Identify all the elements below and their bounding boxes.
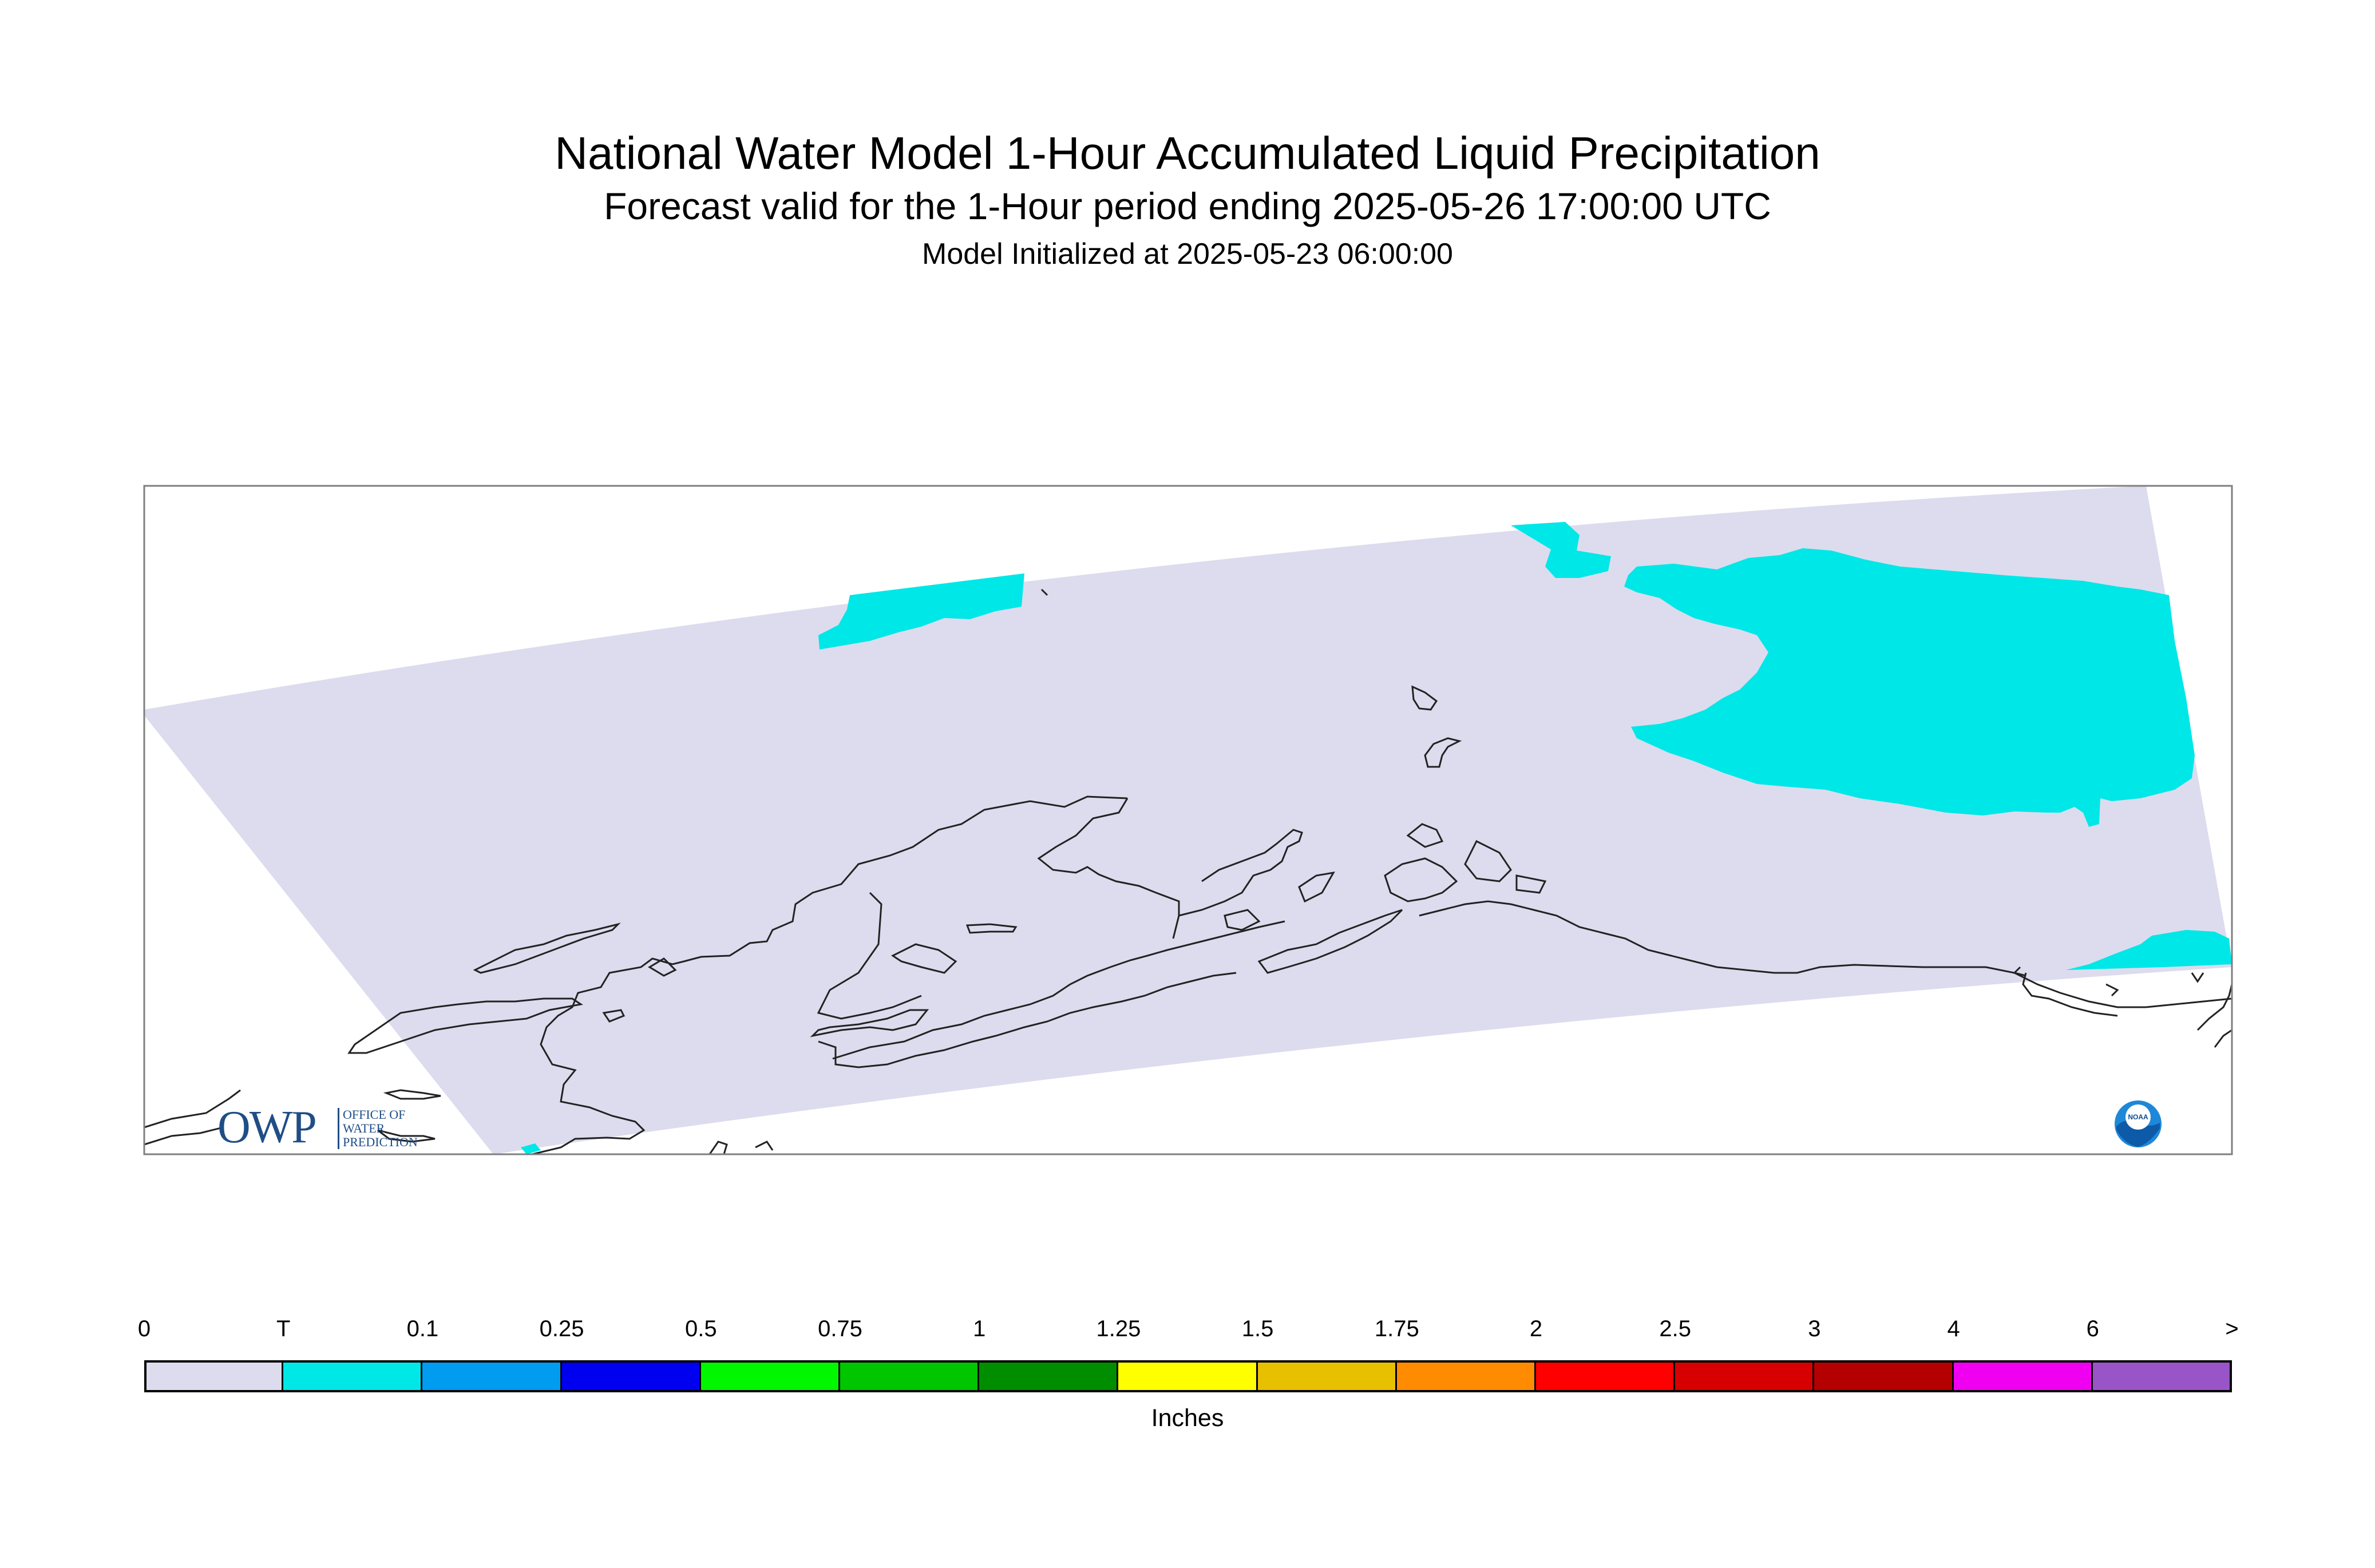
legend-swatch — [840, 1360, 980, 1392]
legend-tick-label: > — [2225, 1316, 2239, 1341]
legend-swatch — [1675, 1360, 1815, 1392]
map-frame — [143, 485, 2233, 1155]
legend-swatch — [283, 1360, 423, 1392]
legend-swatch — [1953, 1360, 2093, 1392]
legend-tick-label: 0 — [137, 1316, 151, 1341]
legend-swatch — [1118, 1360, 1258, 1392]
owp-logo-line-1: Office of — [343, 1107, 406, 1122]
page-title: National Water Model 1-Hour Accumulated … — [555, 128, 1820, 179]
owp-logo-line-3: Prediction — [343, 1135, 418, 1149]
legend-swatch — [1396, 1360, 1536, 1392]
model-domain-area — [144, 486, 2232, 1154]
legend-tick-label: 1.25 — [1096, 1316, 1141, 1341]
legend-tick-label: 2.5 — [1659, 1316, 1691, 1341]
legend-tick-label: 1.5 — [1241, 1316, 1274, 1341]
legend-swatch — [1814, 1360, 1954, 1392]
legend-tick-label: 6 — [2086, 1316, 2099, 1341]
legend-swatch — [700, 1360, 840, 1392]
legend-swatch — [561, 1360, 701, 1392]
precip-area-southeast-edge — [2066, 930, 2232, 970]
legend-tick-label: 3 — [1808, 1316, 1821, 1341]
legend-tick-label: 0.5 — [684, 1316, 717, 1341]
noaa-logo-text: NOAA — [2128, 1113, 2148, 1121]
legend-swatch — [979, 1360, 1119, 1392]
legend-tick-label: T — [276, 1316, 291, 1341]
precip-area-south-edge — [521, 1143, 541, 1154]
legend-tick-label: 1.75 — [1374, 1316, 1419, 1341]
legend-tick-label: 4 — [1947, 1316, 1960, 1341]
owp-logo-line-2: Water — [343, 1121, 385, 1135]
legend-swatch — [144, 1360, 284, 1392]
forecast-valid-subtitle: Forecast valid for the 1-Hour period end… — [604, 185, 1771, 227]
legend-swatch — [1257, 1360, 1397, 1392]
owp-logo: OWP Office of Water Prediction — [217, 1102, 418, 1153]
legend-tick-label: 0.1 — [406, 1316, 439, 1341]
noaa-logo: NOAA — [2115, 1100, 2162, 1147]
legend-tick-label: 0.75 — [818, 1316, 862, 1341]
precip-area-northeast-small — [1511, 522, 1611, 578]
legend-tick-label: 0.25 — [539, 1316, 584, 1341]
legend-swatch — [1536, 1360, 1676, 1392]
model-initialized-label: Model Initialized at 2025-05-23 06:00:00 — [922, 237, 1453, 271]
legend-swatch — [422, 1360, 562, 1392]
legend-swatch — [2092, 1360, 2232, 1392]
coastline-outlines — [144, 588, 2232, 1154]
legend-tick-label: 2 — [1529, 1316, 1543, 1341]
precip-area-north-central — [818, 573, 1024, 650]
owp-logo-text: OWP — [217, 1102, 317, 1153]
legend-tick-label: 1 — [973, 1316, 986, 1341]
precip-area-northeast-large — [1624, 548, 2195, 827]
legend-units-label: Inches — [1151, 1404, 1224, 1432]
